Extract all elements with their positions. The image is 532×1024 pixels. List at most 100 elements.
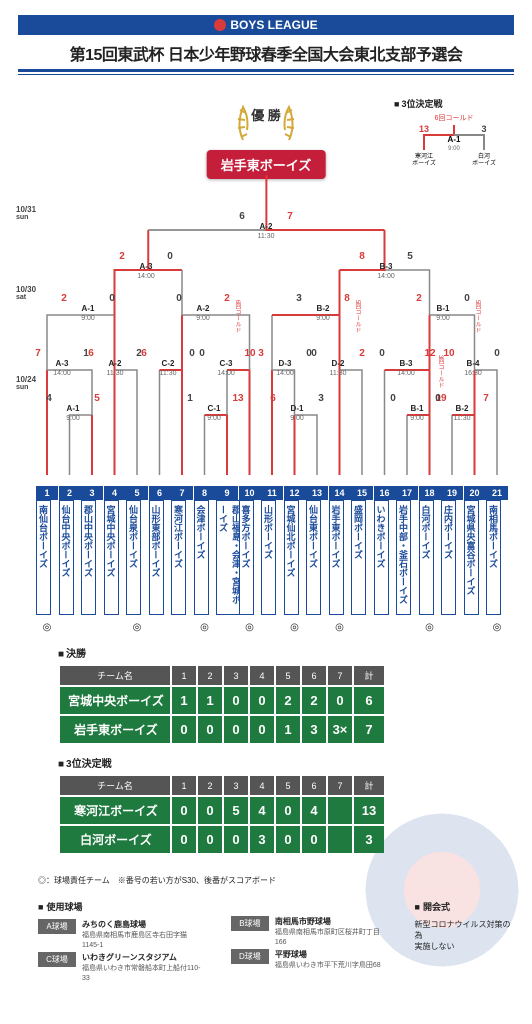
match-label: A-211:30 [258,223,275,241]
cold-label: 6回コールド [233,300,242,333]
score: 0 [379,348,385,359]
team-slot: 21南相馬ボーイズ [486,486,508,615]
score: 0 [390,393,396,404]
score: 6 [88,348,94,359]
score: 1 [187,393,193,404]
team-slot: 11山形ボーイズ [261,486,283,615]
score: 12 [424,348,435,359]
team-slot: 18白河ボーイズ [419,486,441,615]
score: 5 [94,393,100,404]
score: 2 [224,293,230,304]
match-label: C-19:00 [207,405,221,423]
team-slot: 3郡山中央ボーイズ [81,486,103,615]
duty-mark [261,622,283,633]
rule [18,69,514,75]
match-label: B-19:00 [436,305,450,323]
score: 0 [435,393,441,404]
duty-mark [81,622,103,633]
score: 7 [287,211,293,222]
duty-mark [171,622,193,633]
duty-mark [441,622,463,633]
match-label: A-29:00 [196,305,210,323]
match-label: A-211:30 [107,360,124,378]
match-label: B-314:00 [377,263,395,281]
venue-head: 使用球場 [38,900,201,913]
team-slot: 7寒河江ボーイズ [171,486,193,615]
score: 6 [239,211,245,222]
score: 3 [318,393,324,404]
team-slot: 9郡山福島・会津・宮城ボーイズ [216,486,238,615]
scores-section: 決勝チーム名1234567計宮城中央ボーイズ11002206岩手東ボーイズ000… [18,645,514,855]
score: 8 [359,251,365,262]
team-slot: 8会津ボーイズ [194,486,216,615]
score: 0 [199,348,205,359]
cold-label: 5回コールド [353,300,362,333]
team-slot: 2仙台中央ボーイズ [59,486,81,615]
team-slot: 20宮城県央富谷ボーイズ [464,486,486,615]
open-head: 開会式 [415,900,514,913]
match-label: B-211:30 [454,405,471,423]
score: 0 [464,293,470,304]
score: 3 [296,293,302,304]
duty-mark: ◎ [194,622,216,633]
score: 4 [46,393,52,404]
team-slot: 17岩手中部・釜石ボーイズ [396,486,418,615]
team-slot: 13仙台東ボーイズ [306,486,328,615]
match-label: A-19:00 [81,305,95,323]
team-slot: 1南仙台ボーイズ [36,486,58,615]
duty-mark [216,622,238,633]
team-slot: 15盛岡ボーイズ [351,486,373,615]
duty-mark: ◎ [419,622,441,633]
score: 10 [443,348,454,359]
teams-row: 1南仙台ボーイズ2仙台中央ボーイズ3郡山中央ボーイズ4宮城中央ボーイズ5仙台泉ボ… [36,486,514,615]
duty-mark [396,622,418,633]
venue-row: C球場いわきグリーンスタジアム福島県いわき市常磐船本町上船付110-33 [38,952,201,982]
duty-mark: ◎ [239,622,261,633]
venue-row: D球場平野球場福島県いわき市平下荒川字鳥田68 [231,949,385,970]
score: 0 [189,348,195,359]
team-slot: 6山形東部ボーイズ [149,486,171,615]
match-label: B-19:00 [410,405,424,423]
score: 6 [141,348,147,359]
score: 0 [176,293,182,304]
match-label: D-211:30 [330,360,347,378]
venue-row: B球場南相馬市野球場福島県南相馬市原町区桜井町丁目166 [231,916,385,946]
duty-mark [149,622,171,633]
open-text: 新型コロナウイルス対策の為 実施しない [415,919,514,952]
score-table: チーム名1234567計宮城中央ボーイズ11002206岩手東ボーイズ00001… [58,664,514,745]
score: 7 [35,348,41,359]
team-slot: 14岩手東ボーイズ [329,486,351,615]
team-slot: 10喜多方ボーイズ [239,486,261,615]
score: 7 [483,393,489,404]
score-title: 3位決定戦 [58,755,514,770]
league-name: BOYS LEAGUE [230,18,317,32]
team-slot: 4宮城中央ボーイズ [104,486,126,615]
team-slot: 19庄内ボーイズ [441,486,463,615]
score: 13 [232,393,243,404]
duty-mark [59,622,81,633]
bracket: 優 勝 岩手東ボーイズ 10/31sun10/30sat10/24sun 3位決… [18,115,514,615]
score: 0 [311,348,317,359]
venue-row: A球場みちのく鹿島球場福島県南相馬市鹿島区寺右田字猫1145-1 [38,919,201,949]
match-label: A-314:00 [53,360,71,378]
match-label: B-29:00 [316,305,330,323]
match-label: C-211:30 [160,360,177,378]
match-label: D-19:00 [290,405,304,423]
match-label: A-314:00 [137,263,155,281]
match-label: C-314:00 [217,360,235,378]
league-ball-icon [214,19,226,31]
score: 2 [61,293,67,304]
duty-mark [464,622,486,633]
duty-mark: ◎ [329,622,351,633]
score: 10 [244,348,255,359]
score: 8 [344,293,350,304]
cold-label: 5回コールド [473,300,482,333]
page-title: 第15回東武杯 日本少年野球春季全国大会東北支部予選会 [18,41,514,65]
duty-mark [306,622,328,633]
match-label: B-314:00 [397,360,415,378]
team-slot: 5仙台泉ボーイズ [126,486,148,615]
team-slot: 12宮城仙北ボーイズ [284,486,306,615]
match-label: D-314:00 [276,360,294,378]
match-label: A-19:00 [66,405,80,423]
duty-mark: ◎ [126,622,148,633]
